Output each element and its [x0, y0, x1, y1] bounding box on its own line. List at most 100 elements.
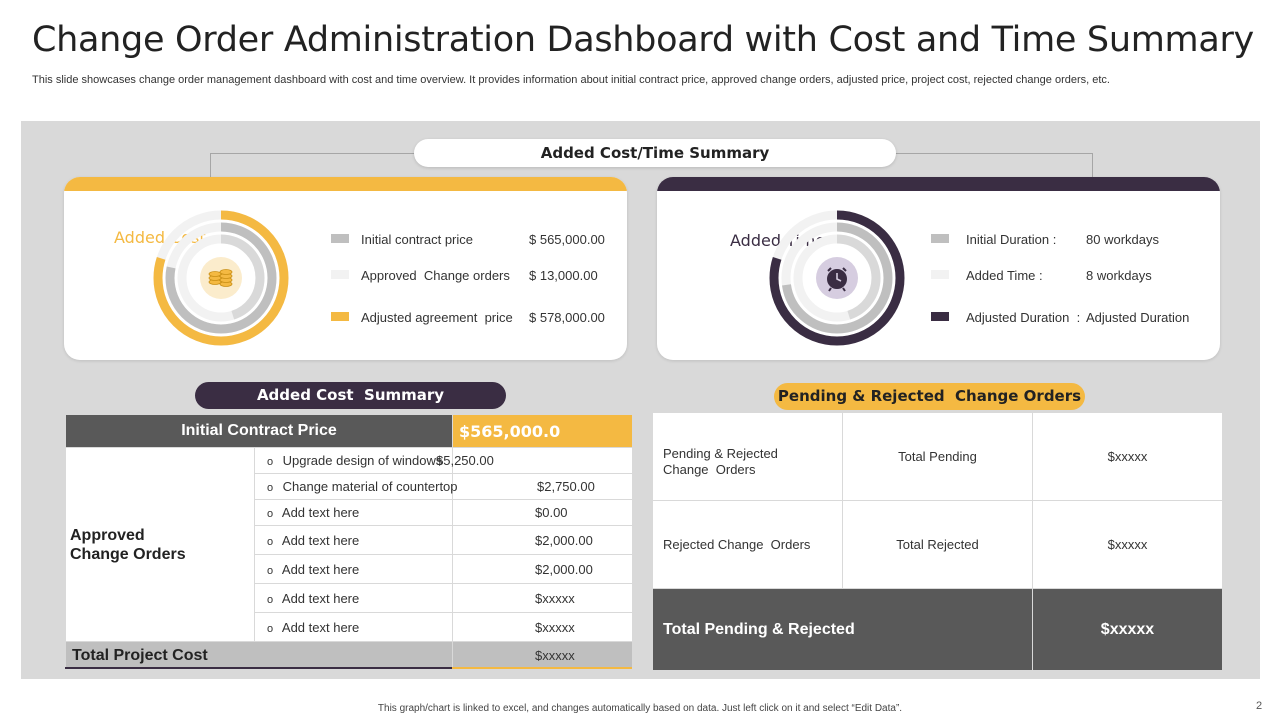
total-project-cost-row: Total Project Cost $xxxxx — [65, 641, 633, 670]
legend-swatch-adjusted-price — [331, 312, 349, 321]
pending-rejected-header: Pending & Rejected Change Orders — [774, 383, 1085, 410]
total-underline-gold — [452, 667, 632, 669]
approved-change-orders-text: Approved Change Orders — [70, 526, 186, 563]
legend-label-added-time: Added Time : — [966, 268, 1043, 283]
legend-value-approved-orders: $ 13,000.00 — [529, 268, 598, 283]
table-row: o Add text here $2,000.00 — [66, 554, 633, 584]
total-pending-rejected-value: $xxxxx — [1032, 588, 1223, 671]
table-row: Pending & Rejected Change Orders Total P… — [652, 412, 1223, 501]
item-label-text: Add text here — [281, 590, 360, 606]
table-row: Approved Change Orders o Upgrade design … — [65, 447, 633, 642]
item-label-text: Change material of countertop — [282, 479, 458, 494]
item-label-text: Add text here — [281, 619, 360, 635]
table-row: o Add text here $0.00 — [66, 499, 633, 526]
pending-row-label: Pending & Rejected Change Orders — [652, 412, 843, 501]
page-title: Change Order Administration Dashboard wi… — [32, 20, 1254, 60]
item-label-text: Add text here — [281, 561, 360, 577]
item-value: $xxxxx — [452, 583, 633, 613]
legend-swatch-added-time — [931, 270, 949, 279]
legend-swatch-adjusted-duration — [931, 312, 949, 321]
item-value-text: $2,000.00 — [535, 561, 593, 577]
bullet-icon: o — [266, 564, 274, 577]
bullet-icon: o — [266, 456, 274, 468]
item-label: o Upgrade design of windows — [254, 447, 453, 474]
item-label: o Add text here — [254, 583, 453, 613]
item-value: $2,750.00 — [452, 473, 633, 500]
item-label-text: Add text here — [281, 505, 360, 520]
item-value-text: $2,000.00 — [535, 532, 593, 548]
initial-contract-price-value: $565,000.0 — [452, 414, 633, 448]
item-value: $2,000.00 — [452, 554, 633, 584]
page-subtitle: This slide showcases change order manage… — [32, 74, 1110, 86]
rejected-row-value: $xxxxx — [1032, 500, 1223, 589]
item-value-text: $5,250.00 — [436, 453, 494, 468]
item-value-text: $xxxxx — [535, 619, 575, 635]
added-time-arc — [793, 234, 881, 322]
item-label: o Add text here — [254, 499, 453, 526]
table-row: Rejected Change Orders Total Rejected $x… — [652, 500, 1223, 589]
approved-change-orders-label: Approved Change Orders — [65, 447, 255, 642]
legend-value-adjusted-duration: Adjusted Duration — [1086, 310, 1190, 325]
legend-swatch-initial-price — [331, 234, 349, 243]
added-cost-summary-table: Initial Contract Price $565,000.0 Approv… — [65, 414, 633, 670]
total-underline-dark — [65, 667, 452, 669]
footer-note: This graph/chart is linked to excel, and… — [377, 703, 903, 714]
added-cost-card: Added Cost Initial contract price $ 565,… — [64, 177, 627, 360]
item-value-text: $0.00 — [535, 505, 568, 520]
legend-value-initial-price: $ 565,000.00 — [529, 232, 605, 247]
pending-rejected-table: Pending & Rejected Change Orders Total P… — [652, 412, 1223, 671]
legend-value-adjusted-price: $ 578,000.00 — [529, 310, 605, 325]
added-cost-summary-header: Added Cost Summary — [195, 382, 506, 409]
legend-swatch-initial-duration — [931, 234, 949, 243]
pending-row-value: $xxxxx — [1032, 412, 1223, 501]
bullet-icon: o — [266, 535, 274, 548]
approved-orders-arc — [177, 234, 265, 322]
item-label-text: Upgrade design of windows — [282, 453, 443, 468]
total-pending-rejected-row: Total Pending & Rejected $xxxxx — [652, 588, 1223, 671]
summary-header: Added Cost/Time Summary — [414, 139, 896, 167]
initial-duration-arc — [781, 222, 893, 334]
table-row: o Add text here $2,000.00 — [66, 525, 633, 555]
bullet-icon: o — [266, 508, 274, 520]
item-value: $0.00 — [452, 499, 633, 526]
legend-swatch-approved-orders — [331, 270, 349, 279]
rejected-row-label: Rejected Change Orders — [652, 500, 843, 589]
legend-label-adjusted-duration: Adjusted Duration : — [966, 310, 1081, 325]
item-label: o Add text here — [254, 525, 453, 555]
table-row: o Add text here $xxxxx — [66, 583, 633, 613]
page-number: 2 — [1256, 700, 1263, 712]
cost-card-band — [64, 177, 627, 191]
total-project-cost-label: Total Project Cost — [65, 641, 453, 670]
time-card-band — [657, 177, 1220, 191]
total-project-cost-value-text: $xxxxx — [535, 648, 575, 663]
legend-label-initial-price: Initial contract price — [361, 232, 473, 247]
item-value: $5,250.00 — [436, 447, 633, 474]
item-value: $2,000.00 — [452, 525, 633, 555]
item-label-text: Add text here — [281, 532, 360, 548]
table-row: o Add text here $xxxxx — [66, 612, 633, 642]
legend-value-initial-duration: 80 workdays — [1086, 232, 1159, 247]
cost-table-header-row: Initial Contract Price $565,000.0 — [65, 414, 633, 448]
bullet-icon: o — [266, 622, 274, 635]
legend-label-initial-duration: Initial Duration : — [966, 232, 1057, 247]
initial-contract-price-label: Initial Contract Price — [65, 414, 453, 448]
legend-label-approved-orders: Approved Change orders — [361, 268, 510, 283]
added-time-card: Added Time Initial Duration : 80 workday… — [657, 177, 1220, 360]
rejected-row-metric: Total Rejected — [842, 500, 1033, 589]
coins-icon — [208, 269, 233, 287]
item-value: $xxxxx — [452, 612, 633, 642]
bullet-icon: o — [266, 593, 274, 606]
legend-label-adjusted-price: Adjusted agreement price — [361, 310, 513, 325]
item-label: o Add text here — [254, 612, 453, 642]
rejected-row-label-text: Rejected Change Orders — [663, 537, 811, 552]
added-time-donut — [769, 210, 905, 346]
item-label: o Change material of countertop — [254, 473, 458, 500]
total-pending-rejected-label: Total Pending & Rejected — [652, 588, 1033, 671]
legend-value-added-time: 8 workdays — [1086, 268, 1152, 283]
added-cost-donut — [153, 210, 289, 346]
adjusted-duration-arc — [769, 210, 905, 346]
item-value-text: $xxxxx — [535, 590, 575, 606]
table-row: o Change material of countertop $2,750.0… — [66, 473, 633, 500]
item-value-text: $2,750.00 — [537, 479, 595, 494]
total-project-cost-value: $xxxxx — [452, 641, 633, 670]
